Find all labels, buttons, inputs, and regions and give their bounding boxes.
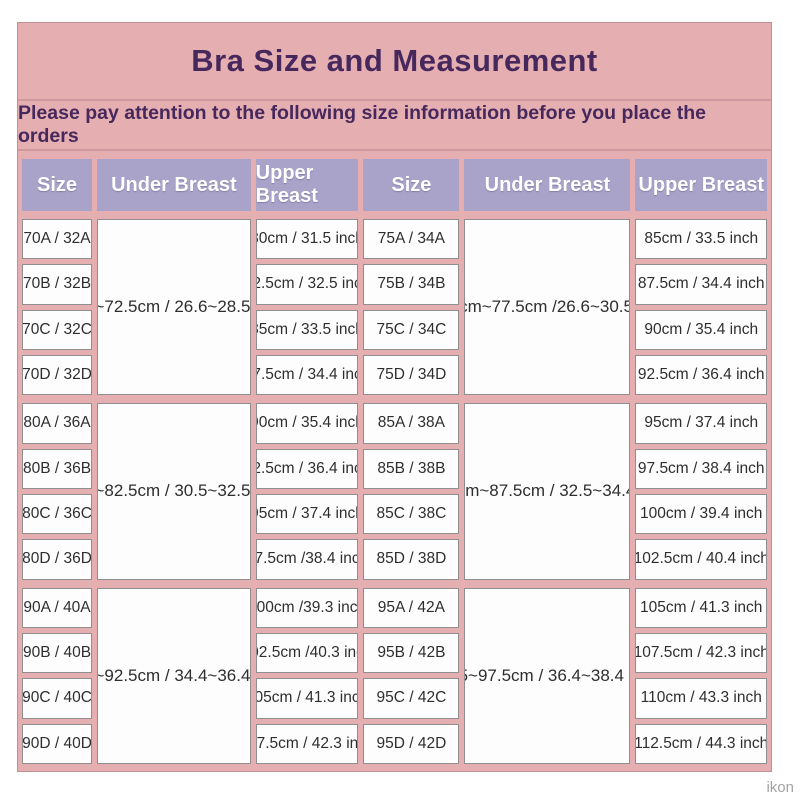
size-cell: 70B / 32B — [22, 264, 93, 305]
upper-breast-cell: 105cm / 41.3 inch — [255, 678, 359, 719]
size-cell: 90C / 40C — [22, 678, 93, 719]
column-header-under-breast-left: Under Breast — [97, 159, 251, 211]
upper-breast-cell: 102.5cm / 40.4 inch — [635, 539, 767, 580]
upper-breast-cell: 112.5cm / 44.3 inch — [635, 723, 767, 764]
size-cell: 80C / 36C — [22, 493, 93, 535]
size-chart-sheet: Bra Size and Measurement Please pay atte… — [17, 22, 772, 772]
upper-breast-cell: 110cm / 43.3 inch — [635, 678, 767, 719]
size-block-70-75: 70A / 32A 70B / 32B 70C / 32C 70D / 32D … — [22, 219, 767, 396]
upper-breast-cell: 87.5cm / 34.4 inch — [255, 354, 359, 396]
upper-breast-cell: 97.5cm /38.4 inch — [255, 539, 359, 580]
size-cell: 70C / 32C — [22, 309, 93, 350]
size-cell: 70A / 32A — [22, 219, 93, 260]
upper-breast-cell: 85cm / 33.5 inch — [635, 219, 767, 260]
upper-breast-cell: 107.5cm / 42.3 inch — [255, 723, 359, 764]
size-cell: 95A / 42A — [363, 587, 460, 628]
upper-breast-cell: 107.5cm / 42.3 inch — [635, 632, 767, 674]
size-cell: 80D / 36D — [22, 539, 93, 580]
column-header-upper-breast-right: Upper Breast — [635, 159, 767, 211]
size-cell: 95B / 42B — [363, 632, 460, 674]
size-cell: 75A / 34A — [363, 219, 460, 260]
size-cell: 95D / 42D — [363, 723, 460, 764]
size-cell: 90D / 40D — [22, 723, 93, 764]
size-cell: 95C / 42C — [363, 678, 460, 719]
upper-breast-cell: 100cm / 39.4 inch — [635, 493, 767, 535]
upper-breast-cell: 92.5cm / 36.4 inch — [635, 354, 767, 396]
upper-breast-cell: 102.5cm /40.3 inch — [255, 632, 359, 674]
upper-breast-cell: 82.5cm / 32.5 inch — [255, 264, 359, 305]
upper-breast-cell: 85cm / 33.5 inch — [255, 309, 359, 350]
upper-breast-cell: 92.5cm / 36.4 inch — [255, 448, 359, 489]
watermark: ikon — [766, 779, 794, 796]
size-cell: 90A / 40A — [22, 587, 93, 628]
page-title: Bra Size and Measurement — [18, 23, 771, 101]
under-breast-cell: 77.5~82.5cm / 30.5~32.5 inch — [97, 403, 251, 580]
size-cell: 80A / 36A — [22, 403, 93, 444]
column-header-under-breast-right: Under Breast — [464, 159, 631, 211]
upper-breast-cell: 95cm / 37.4 inch — [255, 493, 359, 535]
under-breast-cell: 82.5cm~87.5cm / 32.5~34.4 inch — [464, 403, 631, 580]
upper-breast-cell: 105cm / 41.3 inch — [635, 587, 767, 628]
size-cell: 75D / 34D — [363, 354, 460, 396]
size-cell: 85C / 38C — [363, 493, 460, 535]
upper-breast-cell: 90cm / 35.4 inch — [255, 403, 359, 444]
size-cell: 85A / 38A — [363, 403, 460, 444]
upper-breast-cell: 87.5cm / 34.4 inch — [635, 264, 767, 305]
size-cell: 70D / 32D — [22, 354, 93, 396]
size-block-90-95: 90A / 40A 90B / 40B 90C / 40C 90D / 40D … — [22, 587, 767, 764]
size-cell: 85D / 38D — [363, 539, 460, 580]
upper-breast-cell: 90cm / 35.4 inch — [635, 309, 767, 350]
upper-breast-cell: 100cm /39.3 inch — [255, 587, 359, 628]
under-breast-cell: 92.5~97.5cm / 36.4~38.4 inch — [464, 587, 631, 764]
upper-breast-cell: 80cm / 31.5 inch — [255, 219, 359, 260]
size-cell: 75B / 34B — [363, 264, 460, 305]
upper-breast-cell: 97.5cm / 38.4 inch — [635, 448, 767, 489]
under-breast-cell: 67.5~72.5cm / 26.6~28.5 inch — [97, 219, 251, 396]
size-cell: 90B / 40B — [22, 632, 93, 674]
size-cell: 80B / 36B — [22, 448, 93, 489]
under-breast-cell: 87.5~92.5cm / 34.4~36.4 inch — [97, 587, 251, 764]
column-header-upper-breast-left: Upper Breast — [255, 159, 359, 211]
upper-breast-cell: 95cm / 37.4 inch — [635, 403, 767, 444]
table-header-row: Size Under Breast Upper Breast Size Unde… — [22, 159, 767, 211]
size-cell: 75C / 34C — [363, 309, 460, 350]
under-breast-cell: 72.5cm~77.5cm /26.6~30.5 inch — [464, 219, 631, 396]
column-header-size-left: Size — [22, 159, 93, 211]
size-table: Size Under Breast Upper Breast Size Unde… — [18, 151, 771, 771]
column-header-size-right: Size — [363, 159, 460, 211]
size-block-80-85: 80A / 36A 80B / 36B 80C / 36C 80D / 36D … — [22, 403, 767, 580]
page-subtitle: Please pay attention to the following si… — [18, 101, 771, 151]
size-cell: 85B / 38B — [363, 448, 460, 489]
